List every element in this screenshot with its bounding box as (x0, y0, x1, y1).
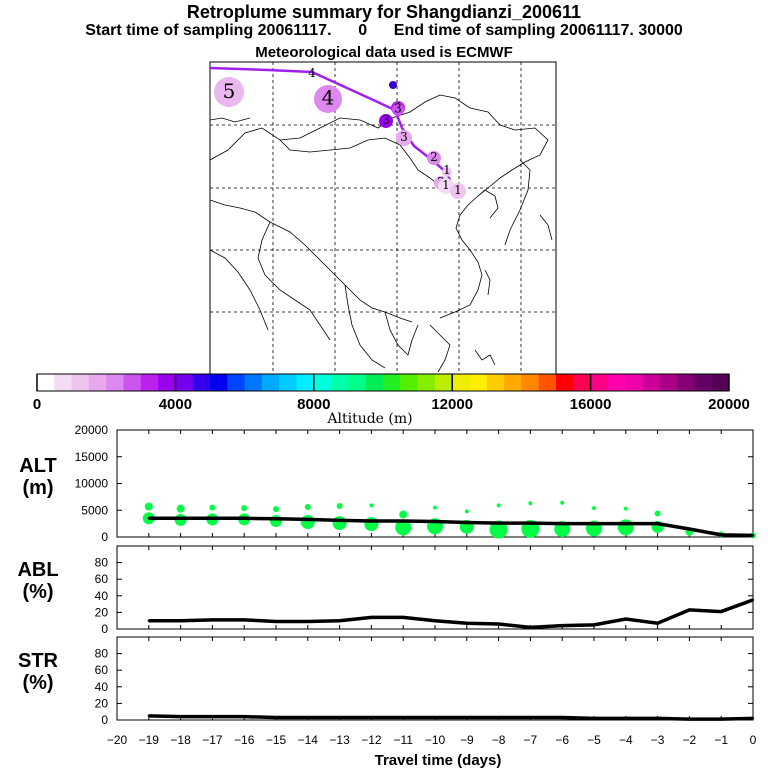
cluster-label: 3 (394, 101, 402, 115)
sampling-time-subtitle: Start time of sampling 20061117. 0 End t… (85, 22, 683, 39)
cluster-label: 1 (443, 163, 451, 177)
receptor-start-marker (389, 81, 397, 89)
cluster-circle (214, 77, 244, 107)
map-frame (209, 61, 557, 375)
cluster-circle (442, 167, 452, 177)
cluster-circle (450, 183, 466, 199)
cluster-label: 3 (400, 130, 408, 144)
trajectory (209, 66, 454, 185)
cluster-label: 5 (223, 79, 236, 103)
cluster-label: 2 (430, 150, 438, 164)
cluster-circle (314, 85, 342, 113)
chart-title: Retroplume summary for Shangdianzi_20061… (186, 2, 582, 22)
cluster-circle (438, 178, 454, 194)
country-borders (209, 94, 553, 373)
cluster-label: 4 (322, 86, 335, 110)
trajectory-day-label: 4 (308, 66, 316, 80)
cluster-label: 1 (442, 178, 450, 192)
cluster-label: 1 (454, 183, 462, 197)
cluster-circle (427, 151, 441, 165)
cluster-label: 3 (382, 113, 390, 127)
cluster-circle (379, 114, 393, 128)
cluster-circle (392, 104, 404, 116)
cluster-markers: 544333212114 (214, 66, 466, 199)
cluster-circle (396, 130, 412, 146)
met-data-subtitle: Meteorological data used is ECMWF (255, 44, 513, 61)
